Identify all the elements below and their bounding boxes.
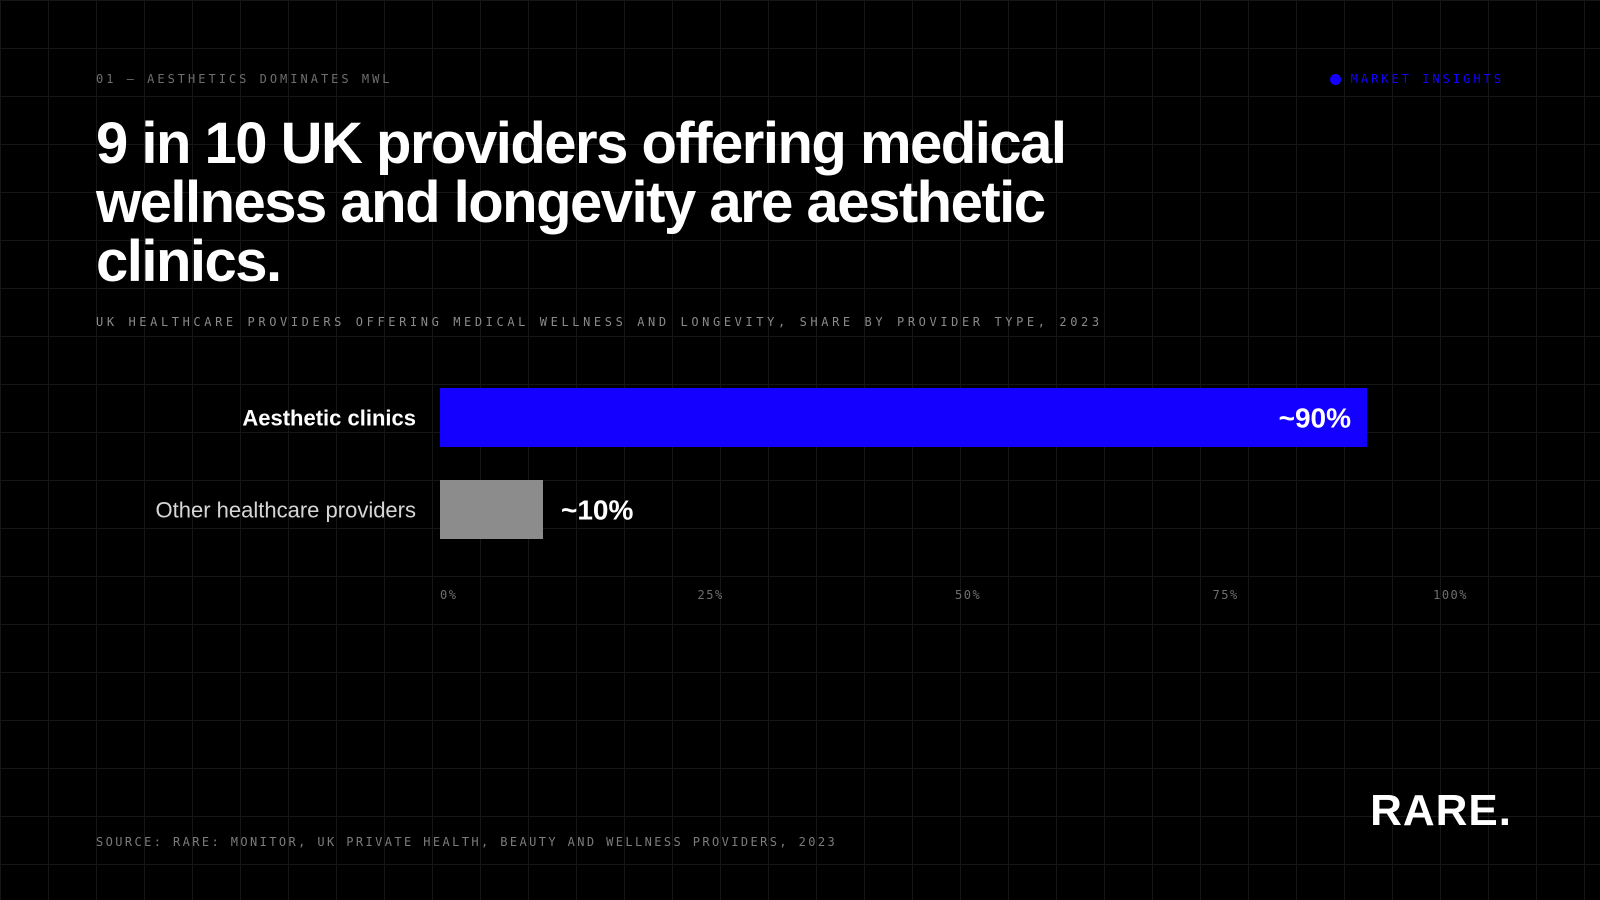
tick-label: 100% [1433,588,1468,602]
bar [440,388,1367,447]
data-label: ~90% [1279,403,1351,434]
page-title: 9 in 10 UK providers offering medical we… [96,111,1067,294]
tick-label: 75% [1213,588,1239,602]
rare-logo: RARE. [1370,786,1512,835]
category-label: Aesthetic clinics [242,406,416,431]
bar [440,480,543,539]
tick-label: 50% [955,588,981,602]
source-note: SOURCE: RARE: MONITOR, UK PRIVATE HEALTH… [96,835,838,849]
chart-subtitle: UK HEALTHCARE PROVIDERS OFFERING MEDICAL… [96,315,1103,329]
category-label: Other healthcare providers [156,498,416,523]
tag-label: MARKET INSIGHTS [1350,72,1504,86]
dot-icon [1329,73,1341,85]
market-insights-tag: MARKET INSIGHTS [1329,72,1504,86]
tick-label: 0% [440,588,457,602]
tick-label: 25% [698,588,724,602]
slide-eyebrow: 01 — AESTHETICS DOMINATES MWL [96,72,393,86]
data-label: ~10% [561,495,633,526]
